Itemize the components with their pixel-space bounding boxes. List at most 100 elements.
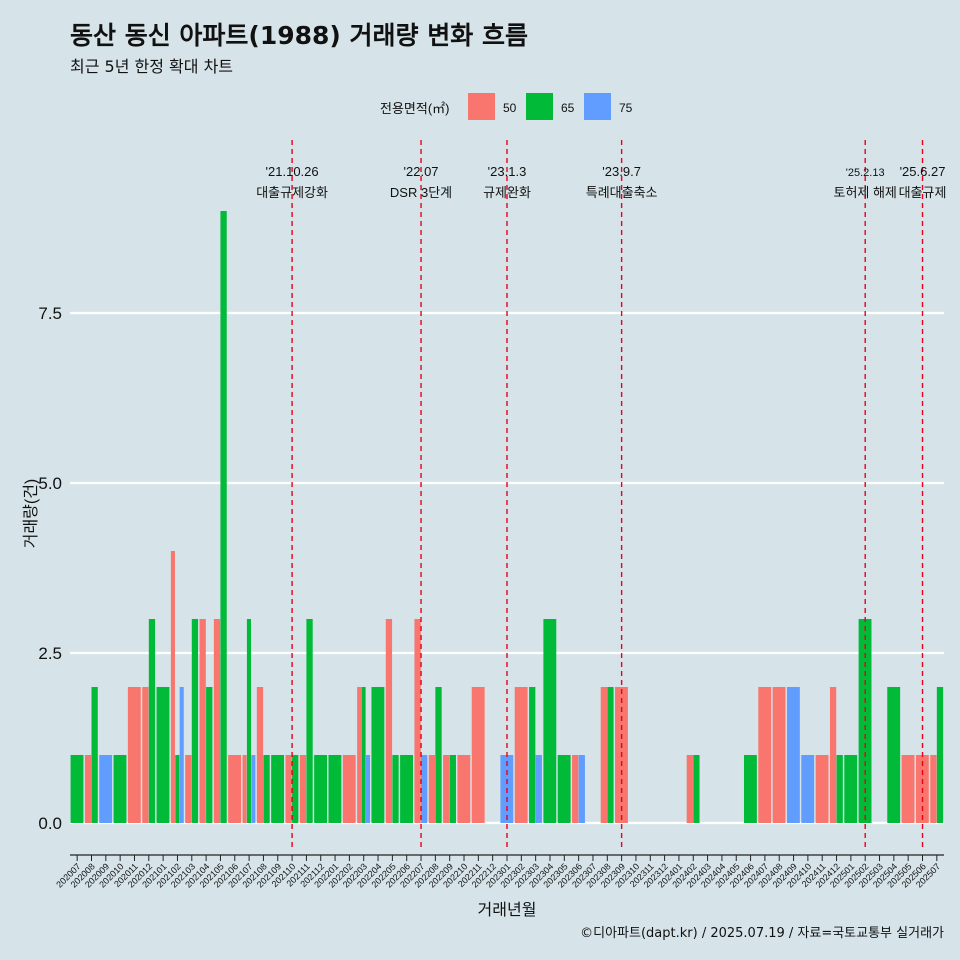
bar-50-202207 bbox=[414, 619, 421, 823]
bar-50-202203 bbox=[357, 687, 362, 823]
y-tick-label: 5.0 bbox=[38, 474, 62, 493]
bar-65-202108 bbox=[263, 755, 270, 823]
bar-65-202103 bbox=[191, 619, 199, 823]
annotation-date: '25.2.13 bbox=[846, 167, 885, 179]
legend-label-50: 50 bbox=[503, 101, 517, 115]
bar-65-202402 bbox=[693, 755, 700, 823]
bar-50-202011 bbox=[127, 687, 141, 823]
bar-65-202303 bbox=[529, 687, 536, 823]
bar-50-202012 bbox=[142, 687, 149, 823]
legend-title: 전용면적(㎡) bbox=[380, 101, 450, 116]
bar-65-202209 bbox=[449, 755, 456, 823]
bar-65-202104 bbox=[206, 687, 213, 823]
bar-50-202402 bbox=[686, 755, 693, 823]
annotation-date: '23.9.7 bbox=[602, 164, 641, 179]
bar-50-202202 bbox=[342, 755, 356, 823]
bar-50-202209 bbox=[443, 755, 450, 823]
bar-65-202110 bbox=[292, 755, 299, 823]
bar-75-202009 bbox=[99, 755, 113, 823]
chart-subtitle: 최근 5년 한정 확대 차트 bbox=[70, 57, 234, 76]
bar-50-202302 bbox=[514, 687, 528, 823]
bar-65-202507 bbox=[936, 687, 944, 823]
bar-65-202308 bbox=[607, 687, 614, 823]
bar-65-202501 bbox=[844, 755, 858, 823]
bar-50-202407 bbox=[758, 687, 772, 823]
bar-50-202008 bbox=[84, 755, 92, 823]
y-axis-title: 거래량(건) bbox=[22, 479, 40, 549]
bar-50-202308 bbox=[600, 687, 607, 823]
bar-50-202210 bbox=[457, 755, 471, 823]
bar-65-202010 bbox=[113, 755, 127, 823]
bar-65-202008 bbox=[91, 687, 98, 823]
annotation-label: 토허제 해제 bbox=[833, 185, 896, 200]
bar-65-202102 bbox=[175, 755, 180, 823]
legend-label-75: 75 bbox=[619, 101, 633, 115]
bar-50-202107 bbox=[242, 755, 247, 823]
bar-50-202108 bbox=[256, 687, 264, 823]
bar-65-202107 bbox=[246, 619, 251, 823]
bar-75-202409 bbox=[786, 687, 800, 823]
y-tick-label: 2.5 bbox=[38, 644, 62, 663]
bar-65-202205 bbox=[392, 755, 399, 823]
bar-65-202305 bbox=[557, 755, 571, 823]
bar-65-202203 bbox=[361, 687, 366, 823]
annotation-date: '25.6.27 bbox=[900, 164, 946, 179]
chart-caption: ©디아파트(dapt.kr) / 2025.07.19 / 자료=국토교통부 실… bbox=[580, 926, 944, 941]
bar-65-202012 bbox=[148, 619, 156, 823]
bar-65-202111 bbox=[306, 619, 313, 823]
bar-75-202102 bbox=[179, 687, 184, 823]
bar-50-202507 bbox=[930, 755, 937, 823]
bar-65-202208 bbox=[435, 687, 442, 823]
bar-50-202306 bbox=[572, 755, 579, 823]
annotation-label: 규제완화 bbox=[483, 185, 531, 200]
bar-50-202205 bbox=[385, 619, 393, 823]
chart-title: 동산 동신 아파트(1988) 거래량 변화 흐름 bbox=[70, 21, 528, 50]
annotation-date: '21.10.26 bbox=[266, 164, 319, 179]
bar-65-202412 bbox=[836, 755, 843, 823]
bar-75-202303 bbox=[535, 755, 542, 823]
annotation-label: DSR 3단계 bbox=[390, 185, 452, 200]
bar-50-202211 bbox=[471, 687, 485, 823]
bar-65-202204 bbox=[371, 687, 385, 823]
bar-50-202110 bbox=[285, 755, 292, 823]
annotation-date: '22.07 bbox=[404, 164, 439, 179]
bar-65-202206 bbox=[400, 755, 413, 823]
x-axis-title: 거래년월 bbox=[478, 901, 537, 919]
bar-50-202103 bbox=[185, 755, 192, 823]
bar-50-202408 bbox=[772, 687, 786, 823]
bar-75-202107 bbox=[251, 755, 256, 823]
bar-65-202105 bbox=[220, 211, 227, 823]
bar-75-202207 bbox=[421, 755, 428, 823]
bar-65-202406 bbox=[743, 755, 757, 823]
bar-65-202109 bbox=[271, 755, 285, 823]
bar-50-202104 bbox=[199, 619, 206, 823]
bar-50-202106 bbox=[228, 755, 242, 823]
legend-swatch-65 bbox=[526, 93, 553, 120]
bar-50-202208 bbox=[428, 755, 436, 823]
bar-75-202203 bbox=[365, 755, 371, 823]
bar-50-202111 bbox=[299, 755, 307, 823]
legend-swatch-75 bbox=[584, 93, 611, 120]
legend-swatch-50 bbox=[468, 93, 495, 120]
y-tick-label: 7.5 bbox=[38, 304, 62, 323]
legend-label-65: 65 bbox=[561, 101, 575, 115]
annotation-date: '23.1.3 bbox=[488, 164, 527, 179]
bar-75-202306 bbox=[578, 755, 585, 823]
bar-65-202504 bbox=[887, 687, 901, 823]
bar-65-202112 bbox=[314, 755, 328, 823]
bar-50-202412 bbox=[829, 687, 837, 823]
bar-65-202304 bbox=[543, 619, 557, 823]
bar-50-202102 bbox=[170, 551, 175, 823]
bar-65-202101 bbox=[156, 687, 170, 823]
annotation-label: 대출규제 bbox=[899, 185, 947, 200]
bar-75-202410 bbox=[801, 755, 815, 823]
bar-50-202105 bbox=[213, 619, 221, 823]
bar-50-202505 bbox=[901, 755, 915, 823]
annotation-label: 대출규제강화 bbox=[256, 185, 328, 200]
bar-65-202201 bbox=[328, 755, 342, 823]
bar-50-202411 bbox=[815, 755, 829, 823]
annotation-label: 특례대출축소 bbox=[586, 185, 658, 200]
bar-65-202007 bbox=[70, 755, 84, 823]
